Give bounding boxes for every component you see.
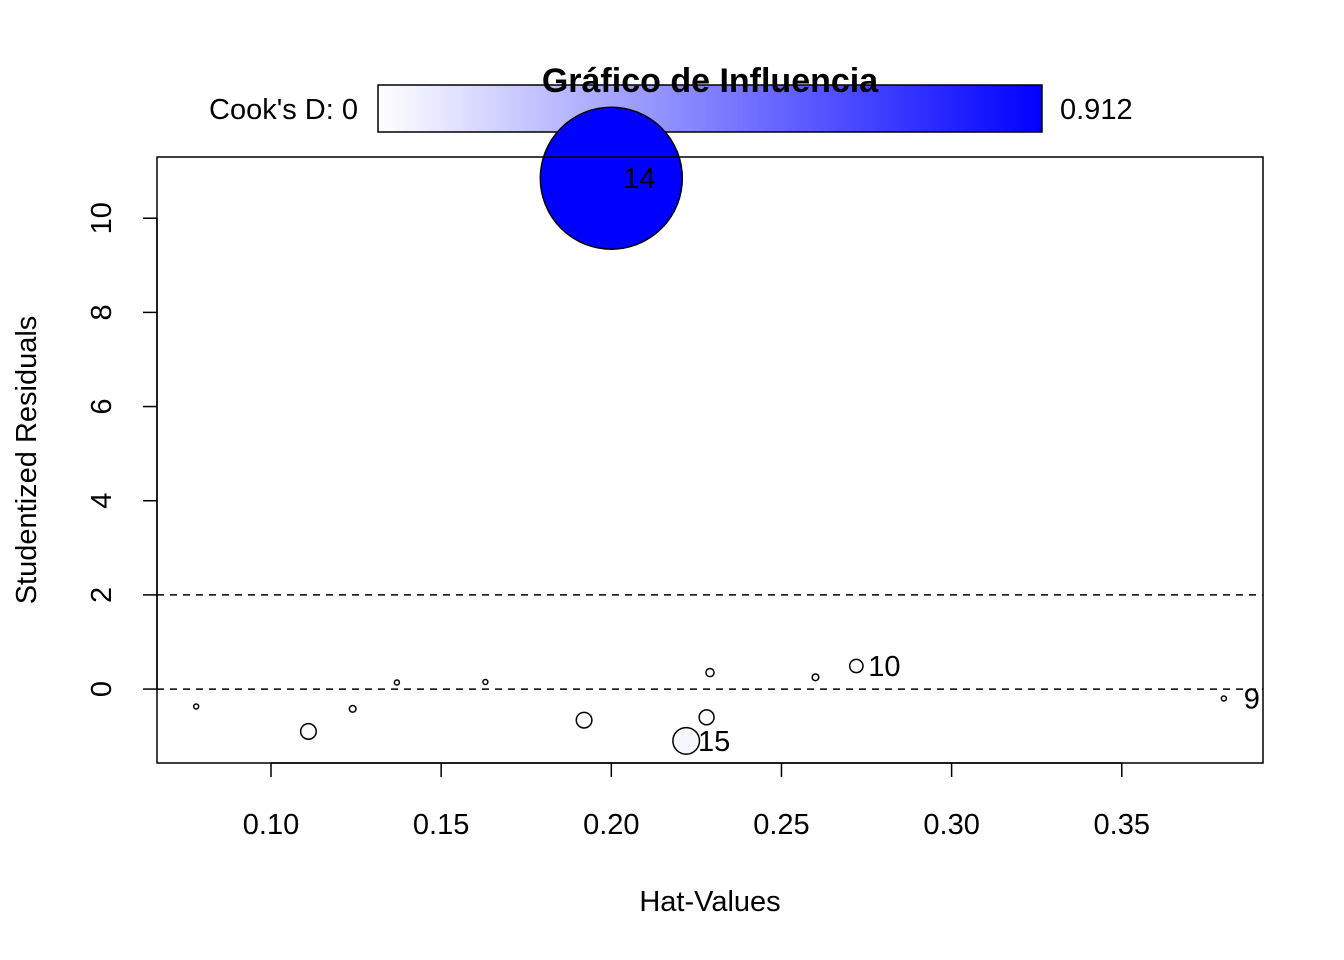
x-tick-label: 0.30	[923, 809, 979, 841]
data-point	[1220, 695, 1228, 702]
point-label: 15	[698, 726, 730, 758]
data-point	[192, 703, 200, 710]
reference-lines	[157, 594, 1263, 690]
y-tick-label: 6	[86, 398, 118, 414]
x-axis: 0.10 0.15 0.20 0.25 0.30 0.35	[243, 762, 1150, 841]
cooks-d-colorbar	[377, 84, 1043, 133]
point-label: 10	[868, 651, 900, 683]
data-point	[698, 709, 715, 726]
x-tick-label: 0.35	[1094, 809, 1150, 841]
data-point	[672, 726, 701, 755]
y-tick-label: 8	[86, 304, 118, 320]
data-point	[348, 704, 357, 713]
y-tick-label: 0	[86, 681, 118, 697]
data-point	[299, 722, 317, 740]
data-point	[705, 667, 715, 678]
legend-max-label: 0.912	[1060, 94, 1133, 126]
data-point	[539, 106, 684, 250]
x-tick-label: 0.15	[413, 809, 469, 841]
data-point	[848, 658, 864, 674]
y-tick-label: 10	[86, 202, 118, 234]
point-label: 9	[1244, 683, 1260, 715]
x-tick-label: 0.20	[583, 809, 639, 841]
point-labels: 14 15 10 9	[623, 163, 1260, 758]
point-label: 14	[623, 163, 655, 195]
x-tick-label: 0.25	[753, 809, 809, 841]
y-tick-label: 2	[86, 587, 118, 603]
chart-title: Gráfico de Influencia	[542, 62, 879, 100]
data-point	[482, 678, 489, 686]
data-point	[811, 673, 820, 682]
y-axis-label: Studentized Residuals	[11, 316, 43, 605]
y-axis: 0 2 4 6 8 10	[86, 202, 158, 697]
legend-min-label: Cook's D: 0	[209, 94, 358, 126]
x-axis-label: Hat-Values	[639, 886, 780, 918]
data-point	[575, 711, 593, 729]
data-point	[393, 679, 401, 686]
y-tick-label: 4	[86, 493, 118, 509]
data-points	[192, 106, 1228, 755]
x-tick-label: 0.10	[243, 809, 299, 841]
